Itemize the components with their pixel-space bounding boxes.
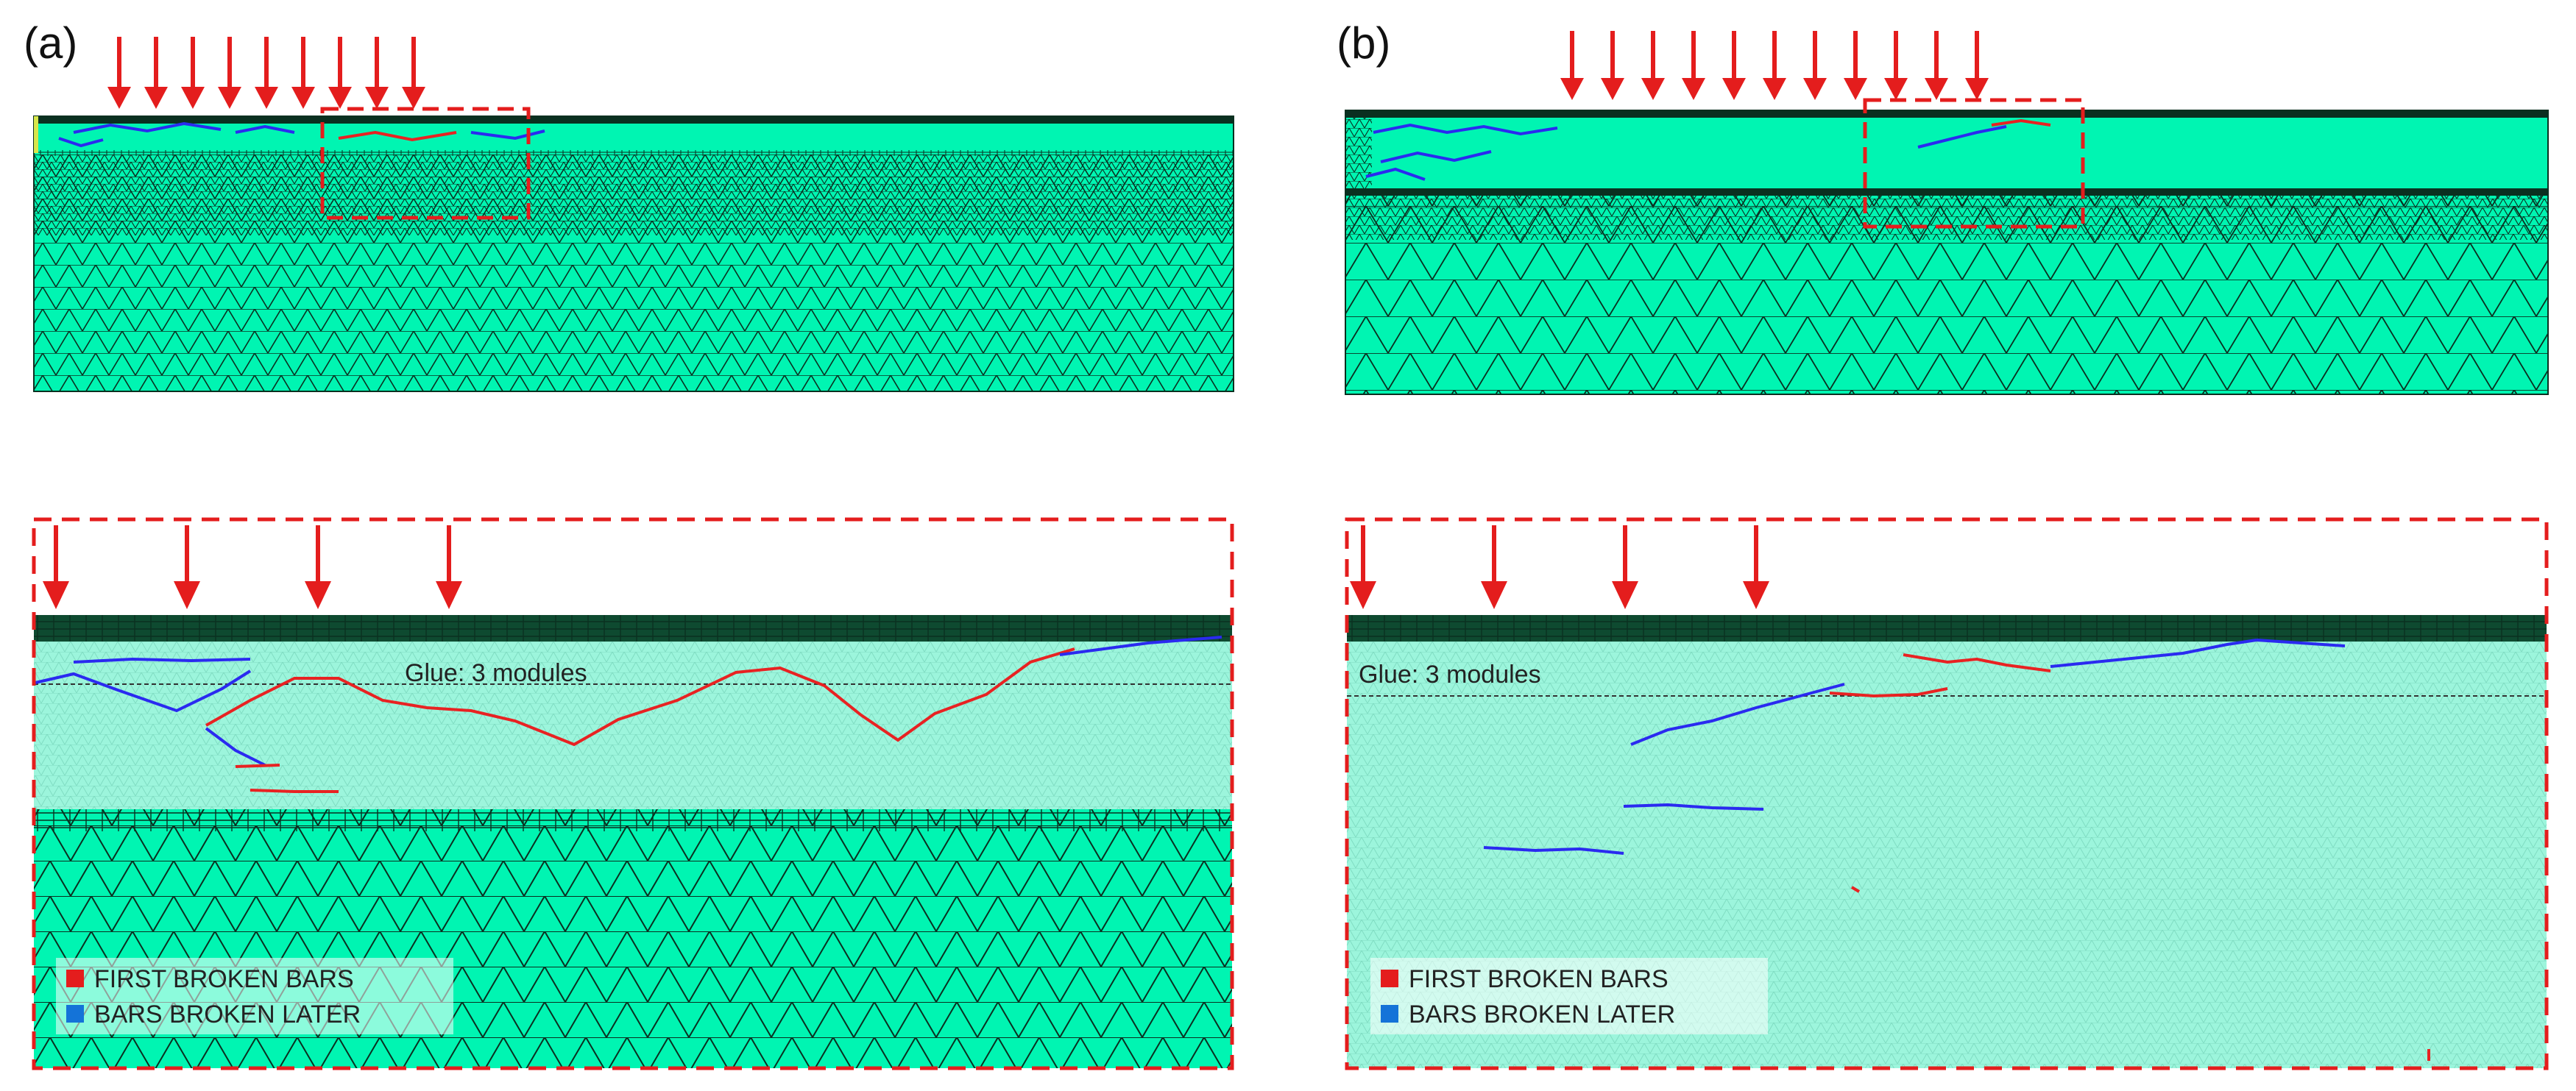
down-arrow-icon [144,37,168,109]
glue-layer [1345,115,2548,196]
legend-later-label: BARS BROKEN LATER [1409,1001,1675,1028]
panel-a-label: (a) [24,18,78,68]
zoom-region-box [320,107,531,220]
down-arrow-icon [291,37,315,109]
down-arrow-icon [1844,31,1867,100]
legend-first-label: FIRST BROKEN BARS [94,965,354,993]
load-arrows [107,37,425,109]
glue-layer [34,121,1234,154]
down-arrow-icon [181,37,205,109]
panel-a-detail: Glue: 3 modules FIRST BROKEN BARS BARS B… [32,517,1234,1070]
down-arrow-icon [255,37,278,109]
crack-pattern [35,636,1222,793]
zoom-frame [32,517,1234,1070]
panel-a-overview [33,37,1234,392]
down-arrow-icon [328,37,352,109]
down-arrow-icon [1601,31,1624,100]
legend-swatch-icon [66,970,84,987]
down-arrow-icon [402,37,425,109]
down-arrow-icon [1803,31,1827,100]
fine-mesh-zone [34,154,1234,235]
legend-later-label: BARS BROKEN LATER [94,1001,361,1028]
zoom-frame [1345,517,2549,1070]
load-arrows [43,525,462,609]
down-arrow-icon [1641,31,1665,100]
legend-swatch-icon [1381,1005,1398,1023]
down-arrow-icon [1722,31,1746,100]
coating-band [1345,110,2548,118]
down-arrow-icon [1612,525,1638,609]
legend: FIRST BROKEN BARS BARS BROKEN LATER [1370,958,1768,1034]
down-arrow-icon [1763,31,1786,100]
down-arrow-icon [43,525,69,609]
down-arrow-icon [1682,31,1705,100]
load-arrows [1350,525,1769,609]
legend-swatch-icon [1381,970,1398,987]
panel-b-detail: Glue: 3 modules FIRST BROKEN BARS BARS B… [1345,517,2549,1070]
zoom-region-box [1863,98,2085,229]
glue-note: Glue: 3 modules [405,659,587,687]
down-arrow-icon [1884,31,1908,100]
down-arrow-icon [305,525,331,609]
down-arrow-icon [1481,525,1507,609]
crack-pattern [1483,639,2430,1061]
down-arrow-icon [365,37,389,109]
coating-band [34,116,1234,124]
crack-pattern [58,121,545,148]
down-arrow-icon [1350,525,1376,609]
glue-note: Glue: 3 modules [1359,661,1541,689]
down-arrow-icon [1965,31,1989,100]
legend: FIRST BROKEN BARS BARS BROKEN LATER [56,958,453,1034]
fine-mesh-zone [1345,196,2548,240]
down-arrow-icon [218,37,241,109]
down-arrow-icon [436,525,462,609]
panel-b-label: (b) [1337,18,1391,68]
crack-pattern [1365,118,2051,181]
down-arrow-icon [107,37,131,109]
legend-first-label: FIRST BROKEN BARS [1409,965,1669,993]
load-arrows [1560,31,1989,100]
down-arrow-icon [1560,31,1584,100]
down-arrow-icon [1743,525,1769,609]
down-arrow-icon [1925,31,1948,100]
panel-b-overview [1345,31,2549,395]
down-arrow-icon [174,525,200,609]
legend-swatch-icon [66,1005,84,1023]
